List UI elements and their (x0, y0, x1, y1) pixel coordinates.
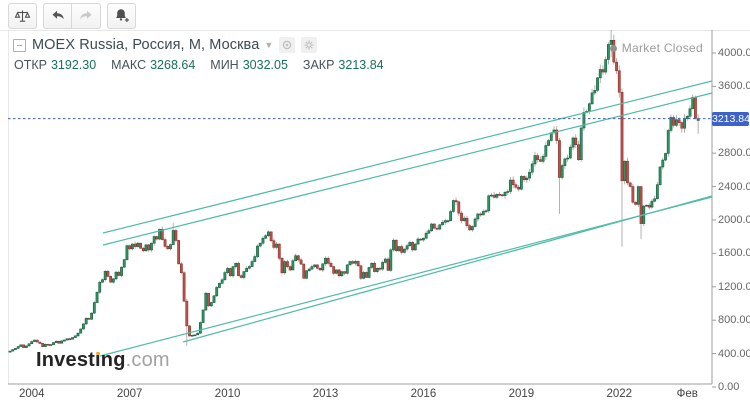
ohlc-legend: ОТКР 3192.30 МАКС 3268.64 МИН 3032.05 ЗАКР 3… (14, 58, 384, 72)
logo-text-2: ng (100, 349, 126, 371)
time-tick-label: 2013 (312, 388, 339, 400)
price-tick-label: 2400.00 (718, 180, 750, 193)
last-price-badge: 3213.84 (712, 111, 750, 126)
price-tick-label: 1600.00 (718, 247, 750, 260)
time-tick-label: 2016 (410, 388, 437, 400)
price-tick-label: 400.00 (718, 347, 750, 360)
chart-frame-left-border (8, 30, 9, 384)
market-status-text: Market Closed (621, 41, 703, 55)
high-value: 3268.64 (150, 58, 196, 72)
close-value: 3213.84 (338, 58, 384, 72)
time-tick-label: Фев (676, 388, 698, 400)
market-status: Market Closed (609, 41, 703, 55)
low-value: 3032.05 (242, 58, 288, 72)
redo-arrow-icon (78, 8, 94, 23)
price-tick-label: 0.00 (718, 381, 740, 393)
low-label: МИН (210, 58, 239, 72)
chevron-down-icon[interactable]: ▼ (264, 40, 274, 50)
time-tick-label: 2007 (116, 388, 143, 400)
price-tick-label: 800.00 (718, 314, 750, 327)
candles-layer (8, 30, 700, 353)
chart-legend: MOEX Russia, Россия, М, Москва ▼ ОТКР 319… (13, 37, 384, 72)
undo-button[interactable] (43, 2, 72, 29)
time-tick-label: 2019 (508, 388, 535, 400)
time-tick-label: 2004 (18, 388, 45, 400)
settings-gear-icon[interactable] (301, 37, 318, 53)
add-alert-button[interactable] (107, 2, 136, 29)
hide-series-icon[interactable] (279, 37, 296, 53)
price-tick-label: 2000.00 (718, 214, 750, 226)
redo-button[interactable] (72, 2, 101, 29)
time-tick-label: 2022 (606, 388, 633, 400)
trend-channel-line (99, 196, 713, 357)
price-tick-label: 4000.00 (718, 47, 750, 59)
scales-icon (14, 8, 31, 24)
price-scale-settings-button[interactable] (8, 2, 37, 29)
price-tick-label: 1200.00 (718, 280, 750, 293)
logo-tld: .com (125, 349, 170, 371)
chart-toolbar (8, 2, 136, 29)
trend-channel-line (182, 195, 713, 343)
trend-channel-line (102, 80, 713, 234)
undo-arrow-icon (50, 8, 66, 23)
symbol-title: MOEX Russia, Россия, М, Москва (32, 37, 260, 53)
market-status-dot-icon (609, 44, 617, 52)
open-label: ОТКР (14, 58, 47, 72)
investing-logo: Invest ı ng .com (36, 349, 170, 372)
bell-plus-icon (113, 7, 131, 24)
close-label: ЗАКР (302, 58, 335, 72)
price-tick-label: 2800.00 (718, 147, 750, 160)
open-value: 3192.30 (50, 58, 97, 72)
chart-frame-top-border (0, 30, 750, 31)
high-label: МАКС (111, 58, 147, 72)
price-tick-label: 3600.00 (718, 80, 750, 93)
time-tick-label: 2010 (214, 388, 241, 400)
logo-text-1: Invest (36, 349, 96, 371)
logo-dotted-i: ı (95, 349, 101, 371)
collapse-legend-button[interactable] (13, 38, 26, 52)
logo-orange-dot-icon (96, 351, 100, 356)
